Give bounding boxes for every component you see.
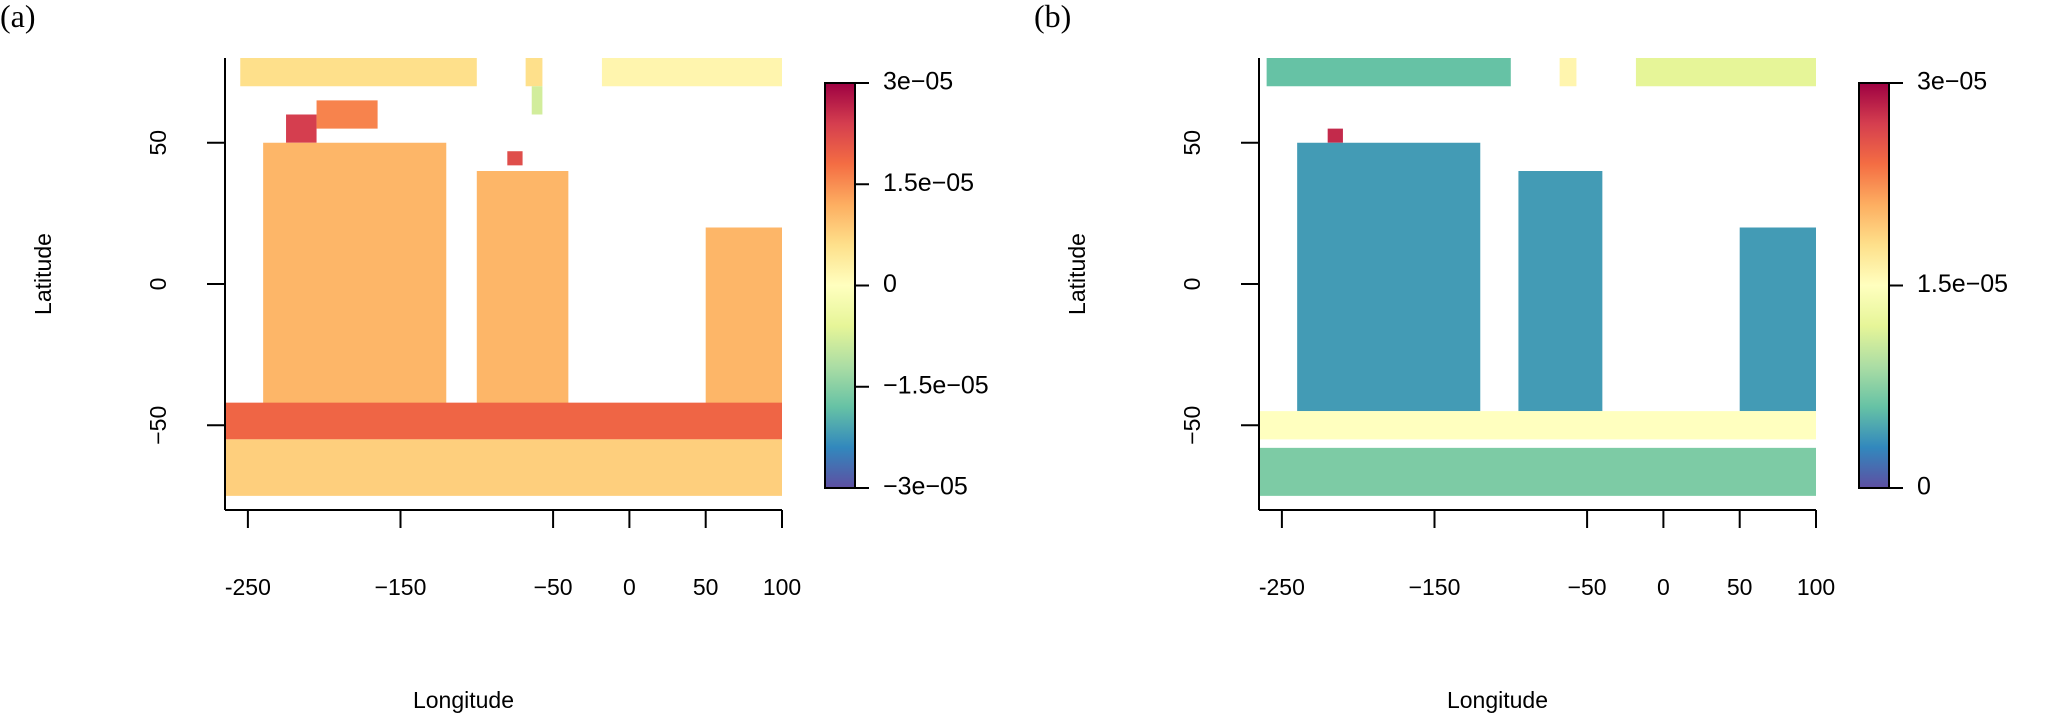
heatmap-cell: [1739, 227, 1816, 412]
heatmap-cell: [1518, 171, 1603, 412]
x-tick-label: 50: [693, 574, 719, 600]
heatmap-cell: [1297, 142, 1481, 412]
x-tick-label: -250: [1259, 574, 1305, 600]
x-axis-title: Longitude: [413, 687, 514, 713]
y-axis-title: Latitude: [30, 233, 56, 315]
x-tick-label: −50: [1568, 574, 1607, 600]
x-tick-label: 50: [1727, 574, 1753, 600]
heatmap-cell: [225, 439, 782, 496]
x-tick-label: -250: [225, 574, 271, 600]
y-tick-label: −50: [145, 406, 171, 445]
heatmap-cell: [263, 142, 447, 412]
heatmap-cell: [1259, 447, 1816, 496]
heatmap-cell: [601, 58, 782, 87]
panel-label: (b): [1034, 0, 1072, 34]
heatmap-cells: [225, 58, 782, 496]
x-tick-label: −150: [375, 574, 427, 600]
colorbar: [1859, 83, 1889, 488]
y-tick-label: −50: [1179, 406, 1205, 445]
heatmap-cell: [476, 171, 569, 412]
panel-a: (a) -250 −150 −50 0 50 100 −50 0 50 Longitude Lati…: [0, 0, 989, 713]
heatmap-cells: [1259, 58, 1816, 496]
heatmap-cell: [507, 151, 523, 166]
panel-b: (b) -250 −150 −50 0 50 100 −50 0 50 Longitude Lati…: [1034, 0, 2067, 719]
x-tick-label: 0: [623, 574, 636, 600]
y-tick-label: 50: [145, 130, 171, 156]
x-tick-label: 100: [763, 574, 801, 600]
heatmap-cell: [1635, 58, 1816, 87]
heatmap-cell: [225, 402, 782, 440]
heatmap-cell: [525, 58, 543, 87]
y-tick-label: 50: [1179, 130, 1205, 156]
colorbar-tick-label: 3e−05: [1917, 68, 1987, 96]
heatmap-cell: [1327, 128, 1343, 143]
x-axis-title: Longitude: [1447, 687, 1548, 713]
colorbar-tick-label: 0: [883, 270, 897, 298]
colorbar-tick-label: 1.5e−05: [1917, 270, 2008, 298]
heatmap-chart-b: -250 −150 −50 0 50 100 −50 0 50 Longitude Latitude…: [1064, 58, 2008, 713]
heatmap-cell: [1266, 58, 1511, 87]
y-tick-label: 0: [145, 278, 171, 291]
heatmap-cell: [240, 58, 477, 87]
heatmap-cell: [1559, 58, 1577, 87]
panel-label: (a): [0, 0, 36, 34]
heatmap-cell: [316, 100, 378, 129]
heatmap-cell: [531, 86, 543, 115]
x-tick-label: 0: [1657, 574, 1670, 600]
heatmap-cell: [705, 227, 782, 412]
heatmap-cell: [1259, 411, 1816, 440]
colorbar-tick-label: 0: [1917, 473, 1931, 501]
colorbar: [825, 83, 855, 488]
y-axis-title: Latitude: [1064, 233, 1090, 315]
heatmap-chart-a: -250 −150 −50 0 50 100 −50 0 50 Longitude Latitude…: [30, 58, 989, 713]
colorbar-tick-label: 3e−05: [883, 68, 953, 96]
x-tick-label: −50: [534, 574, 573, 600]
heatmap-cell: [286, 114, 317, 143]
y-tick-label: 0: [1179, 278, 1205, 291]
colorbar-tick-label: −1.5e−05: [883, 371, 989, 399]
colorbar-tick-label: 1.5e−05: [883, 169, 974, 197]
colorbar-tick-label: −3e−05: [883, 473, 968, 501]
x-tick-label: −150: [1409, 574, 1461, 600]
x-tick-label: 100: [1797, 574, 1835, 600]
